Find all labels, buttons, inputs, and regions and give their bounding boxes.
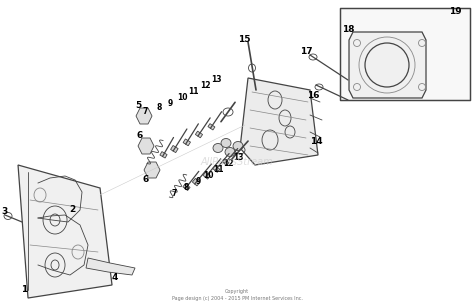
Text: 13: 13	[211, 74, 221, 84]
Polygon shape	[138, 138, 154, 154]
Text: 4: 4	[112, 274, 118, 282]
Text: 16: 16	[307, 92, 319, 101]
Polygon shape	[213, 166, 220, 172]
Polygon shape	[18, 165, 112, 298]
Text: 8: 8	[156, 103, 162, 113]
Text: Copyright
Page design (c) 2004 - 2015 PM Internet Services Inc.: Copyright Page design (c) 2004 - 2015 PM…	[172, 289, 302, 301]
Polygon shape	[171, 145, 178, 152]
Polygon shape	[195, 131, 202, 138]
Text: 6: 6	[143, 175, 149, 185]
Text: 2: 2	[69, 206, 75, 214]
Text: 8: 8	[183, 184, 189, 192]
Text: 13: 13	[233, 152, 243, 162]
Text: 1: 1	[21, 285, 27, 295]
Polygon shape	[136, 108, 152, 124]
Text: 3: 3	[1, 207, 7, 217]
Text: 12: 12	[200, 81, 210, 89]
Ellipse shape	[213, 143, 223, 152]
Text: 10: 10	[177, 92, 187, 102]
Text: 17: 17	[300, 48, 312, 56]
Text: 5: 5	[135, 102, 141, 110]
Polygon shape	[340, 8, 470, 100]
Polygon shape	[160, 152, 167, 158]
Text: 15: 15	[238, 35, 250, 45]
Polygon shape	[203, 172, 210, 179]
Polygon shape	[240, 78, 318, 165]
Text: 7: 7	[171, 188, 177, 198]
Text: 9: 9	[195, 178, 201, 186]
Text: 19: 19	[449, 8, 461, 16]
Polygon shape	[192, 178, 200, 186]
Text: 12: 12	[223, 160, 233, 168]
Text: 11: 11	[213, 166, 223, 174]
Ellipse shape	[221, 138, 231, 148]
Ellipse shape	[225, 148, 235, 156]
Text: 7: 7	[142, 107, 148, 117]
Polygon shape	[208, 124, 215, 130]
Text: 10: 10	[203, 171, 213, 181]
Text: 11: 11	[188, 87, 198, 95]
Ellipse shape	[233, 142, 243, 150]
Polygon shape	[144, 162, 160, 178]
Text: 6: 6	[137, 131, 143, 141]
Polygon shape	[349, 32, 426, 98]
Polygon shape	[183, 184, 190, 191]
Polygon shape	[222, 159, 229, 165]
Text: AllPartsStream: AllPartsStream	[201, 157, 273, 167]
Text: 18: 18	[342, 26, 354, 34]
Polygon shape	[86, 258, 135, 275]
Polygon shape	[183, 139, 191, 146]
Text: 14: 14	[310, 138, 322, 146]
Text: 9: 9	[167, 99, 173, 107]
